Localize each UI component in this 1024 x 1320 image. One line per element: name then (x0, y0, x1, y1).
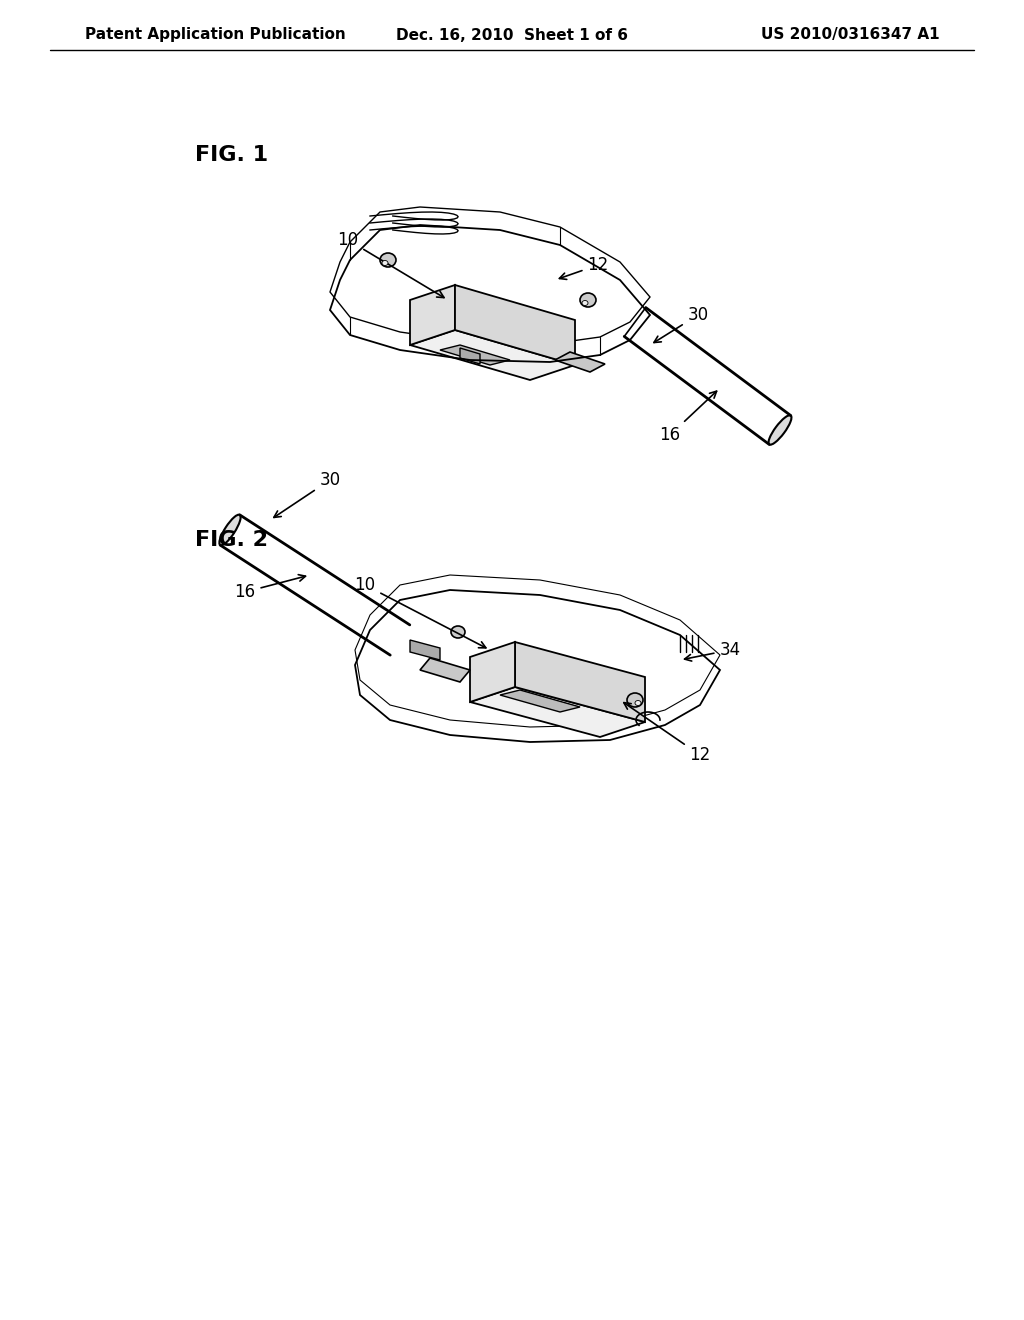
Ellipse shape (769, 416, 792, 445)
Polygon shape (440, 345, 510, 366)
Polygon shape (460, 348, 480, 364)
Polygon shape (500, 690, 580, 711)
Polygon shape (410, 330, 575, 380)
Text: 30: 30 (654, 306, 709, 343)
Ellipse shape (382, 260, 388, 265)
Text: FIG. 2: FIG. 2 (195, 531, 268, 550)
Ellipse shape (580, 293, 596, 308)
Text: 30: 30 (273, 471, 341, 517)
Text: Dec. 16, 2010  Sheet 1 of 6: Dec. 16, 2010 Sheet 1 of 6 (396, 28, 628, 42)
Text: 12: 12 (559, 256, 608, 280)
Text: 34: 34 (685, 642, 740, 661)
Text: 16: 16 (234, 574, 305, 601)
Polygon shape (410, 640, 440, 660)
Text: 10: 10 (354, 576, 485, 648)
Ellipse shape (635, 701, 641, 705)
Ellipse shape (219, 515, 241, 545)
Text: FIG. 1: FIG. 1 (195, 145, 268, 165)
Text: 12: 12 (624, 702, 711, 764)
Polygon shape (555, 352, 605, 372)
Polygon shape (470, 686, 645, 737)
Polygon shape (455, 285, 575, 366)
Text: 10: 10 (338, 231, 444, 297)
Ellipse shape (451, 626, 465, 638)
Polygon shape (420, 657, 470, 682)
Ellipse shape (380, 253, 396, 267)
Text: US 2010/0316347 A1: US 2010/0316347 A1 (762, 28, 940, 42)
Text: 16: 16 (659, 391, 717, 444)
Ellipse shape (627, 693, 643, 708)
Polygon shape (515, 642, 645, 722)
Polygon shape (410, 285, 455, 345)
Text: Patent Application Publication: Patent Application Publication (85, 28, 346, 42)
Polygon shape (470, 642, 515, 702)
Ellipse shape (582, 301, 588, 305)
